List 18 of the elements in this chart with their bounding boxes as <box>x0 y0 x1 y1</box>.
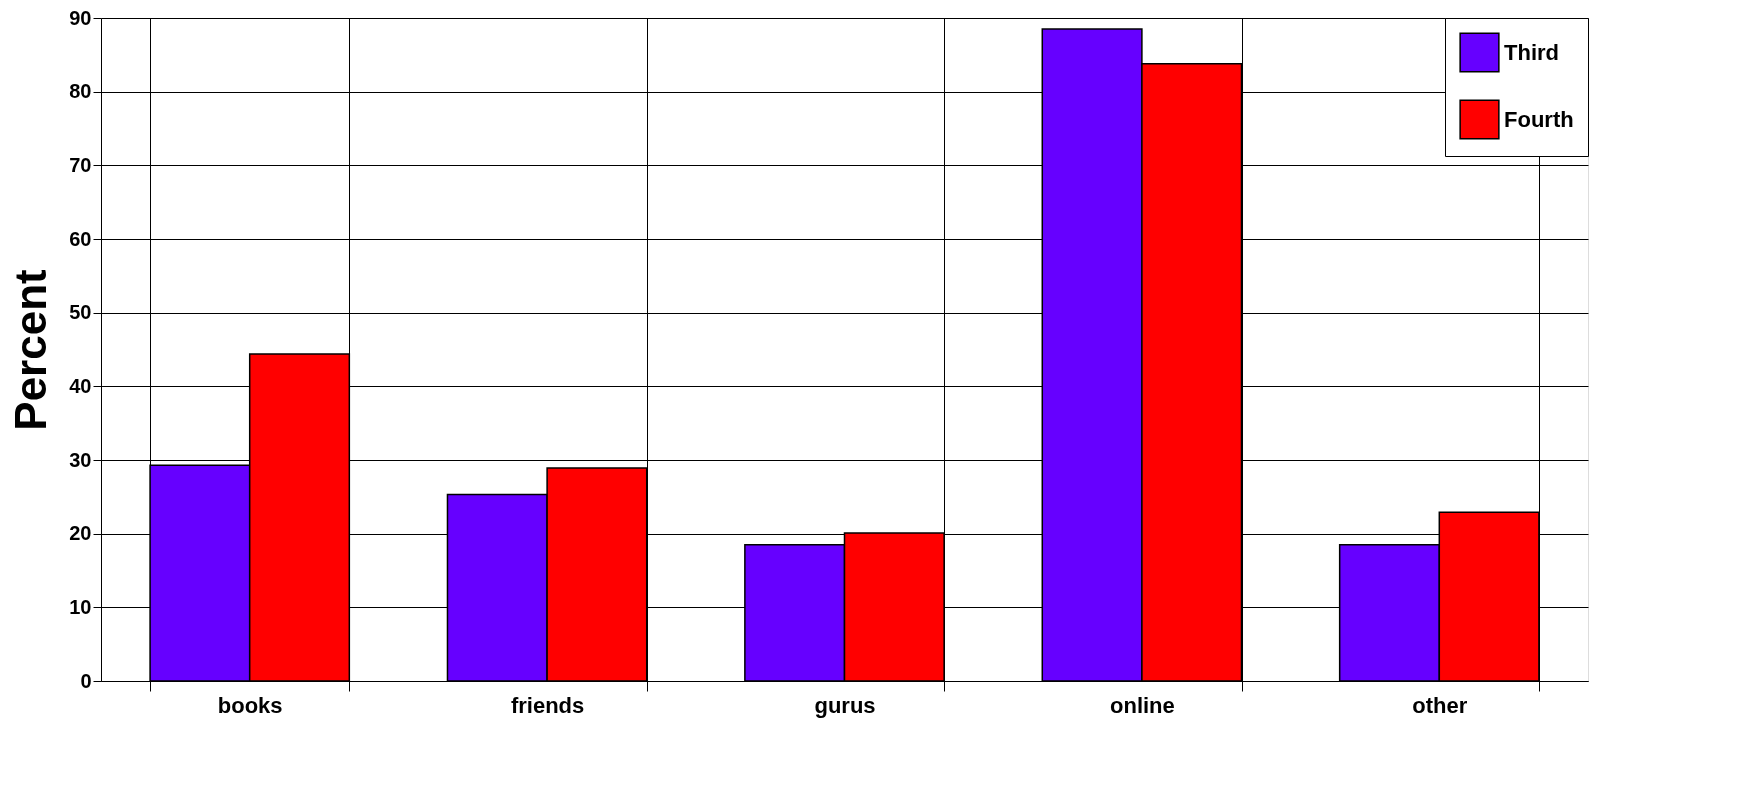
x-tick-label: online <box>1110 692 1175 718</box>
x-tick-label: friends <box>510 692 585 718</box>
y-tick-label: 30 <box>69 448 92 471</box>
y-tick-label: 70 <box>69 153 92 176</box>
y-tick-label: 40 <box>69 374 92 397</box>
y-axis-title: Percent <box>6 268 56 431</box>
legend-label: Fourth <box>1504 106 1574 132</box>
y-tick-label: 60 <box>69 227 92 250</box>
x-tick-label: other <box>1412 692 1468 718</box>
y-tick-label: 50 <box>69 301 92 324</box>
y-tick-label: 20 <box>69 522 92 545</box>
legend-label: Third <box>1504 39 1559 65</box>
y-tick-label: 10 <box>69 595 92 618</box>
y-tick-label: 0 <box>80 669 92 692</box>
x-tick-label: gurus <box>814 692 876 718</box>
y-tick-label: 80 <box>69 80 92 103</box>
x-tick-label: books <box>217 692 283 718</box>
y-tick-label: 90 <box>69 6 92 29</box>
